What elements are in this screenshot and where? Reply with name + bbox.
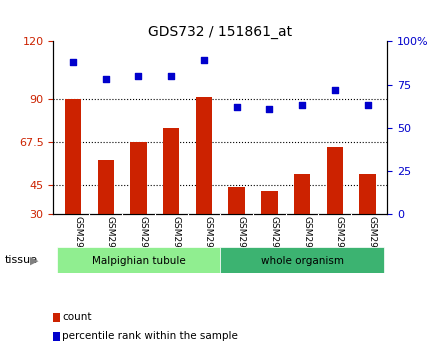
Text: GSM29178: GSM29178 [237, 216, 246, 265]
Point [299, 102, 306, 108]
Point [331, 87, 338, 92]
Text: tissue: tissue [4, 256, 37, 265]
Text: Malpighian tubule: Malpighian tubule [92, 256, 186, 266]
Text: GSM29173: GSM29173 [73, 216, 82, 265]
Bar [130, 142, 147, 214]
Bar [228, 187, 245, 214]
Text: GSM29181: GSM29181 [335, 216, 344, 265]
Bar [65, 99, 81, 214]
Bar [294, 174, 310, 214]
Text: GSM29174: GSM29174 [106, 216, 115, 265]
Text: GSM29177: GSM29177 [204, 216, 213, 265]
Text: GSM29175: GSM29175 [138, 216, 147, 265]
Point [135, 73, 142, 79]
Text: percentile rank within the sample: percentile rank within the sample [62, 332, 238, 341]
Point [200, 58, 207, 63]
Bar [196, 97, 212, 214]
Bar [261, 191, 278, 214]
Point [266, 106, 273, 111]
FancyBboxPatch shape [57, 247, 220, 273]
Title: GDS732 / 151861_at: GDS732 / 151861_at [148, 25, 292, 39]
Text: GSM29182: GSM29182 [368, 216, 376, 265]
Point [102, 77, 109, 82]
Bar [360, 174, 376, 214]
Text: GSM29176: GSM29176 [171, 216, 180, 265]
Bar [97, 160, 114, 214]
Text: GSM29180: GSM29180 [302, 216, 311, 265]
Point [69, 59, 77, 65]
Point [168, 73, 175, 79]
Bar [163, 128, 179, 214]
Text: count: count [62, 313, 92, 322]
FancyBboxPatch shape [220, 247, 384, 273]
Bar [327, 147, 343, 214]
Text: ▶: ▶ [30, 256, 39, 265]
Text: GSM29179: GSM29179 [269, 216, 279, 265]
Point [364, 102, 371, 108]
Point [233, 104, 240, 110]
Text: whole organism: whole organism [261, 256, 344, 266]
